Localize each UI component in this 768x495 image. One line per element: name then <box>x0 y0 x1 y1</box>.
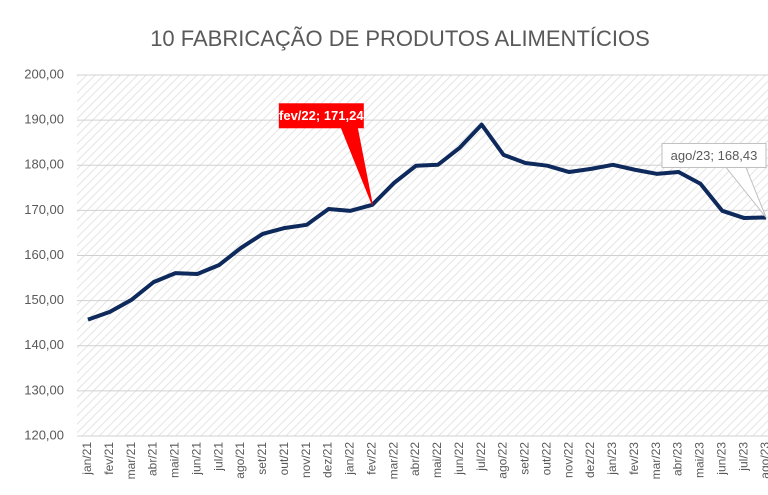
callout-box <box>278 103 364 129</box>
x-tick-label: fev/23 <box>627 442 641 475</box>
x-tick-label: abr/23 <box>671 442 685 476</box>
x-tick-label: jan/22 <box>343 442 357 476</box>
annotation: fev/22; 171,24 <box>278 103 373 205</box>
y-tick-label: 200,00 <box>24 66 64 81</box>
x-tick-label: jun/23 <box>714 442 728 476</box>
x-tick-label: out/21 <box>277 442 291 476</box>
x-tick-label: jun/22 <box>452 442 466 476</box>
y-tick-label: 120,00 <box>24 427 64 442</box>
x-tick-label: jul/22 <box>474 442 488 472</box>
x-tick-label: mar/23 <box>649 442 663 480</box>
y-tick-label: 190,00 <box>24 112 64 127</box>
x-tick-label: jul/23 <box>736 442 750 472</box>
x-tick-label: mar/22 <box>386 442 400 480</box>
x-tick-label: jul/21 <box>211 442 225 472</box>
x-tick-label: ago/21 <box>233 442 247 479</box>
x-tick-label: mai/22 <box>430 442 444 478</box>
x-tick-label: ago/22 <box>496 442 510 479</box>
chart-title: 10 FABRICAÇÃO DE PRODUTOS ALIMENTÍCIOS <box>150 26 650 51</box>
x-tick-label: set/22 <box>518 442 532 475</box>
x-tick-label: mai/23 <box>693 442 707 478</box>
x-tick-label: fev/22 <box>364 442 378 475</box>
y-tick-label: 150,00 <box>24 292 64 307</box>
x-tick-label: set/21 <box>255 442 269 475</box>
y-tick-label: 130,00 <box>24 382 64 397</box>
x-tick-label: fev/21 <box>102 442 116 475</box>
x-tick-label: mar/21 <box>124 442 138 480</box>
y-tick-label: 160,00 <box>24 247 64 262</box>
annotation-label: fev/22; 171,24 <box>279 108 364 123</box>
annotation-label: ago/23; 168,43 <box>671 148 758 163</box>
x-tick-label: abr/22 <box>408 442 422 476</box>
x-tick-label: ago/23 <box>758 442 768 479</box>
x-tick-label: abr/21 <box>146 442 160 476</box>
x-tick-label: mai/21 <box>168 442 182 478</box>
x-tick-label: dez/22 <box>583 442 597 478</box>
x-tick-label: dez/21 <box>321 442 335 478</box>
y-tick-label: 140,00 <box>24 337 64 352</box>
x-tick-label: jun/21 <box>189 442 203 476</box>
y-tick-label: 170,00 <box>24 202 64 217</box>
x-tick-label: nov/22 <box>561 442 575 478</box>
y-tick-label: 180,00 <box>24 157 64 172</box>
x-tick-label: out/22 <box>539 442 553 476</box>
x-tick-label: jan/21 <box>80 442 94 476</box>
x-tick-label: jan/23 <box>605 442 619 476</box>
callout-box <box>661 142 767 168</box>
x-tick-label: nov/21 <box>299 442 313 478</box>
line-series <box>87 122 767 322</box>
annotation: ago/23; 168,43 <box>661 142 767 218</box>
